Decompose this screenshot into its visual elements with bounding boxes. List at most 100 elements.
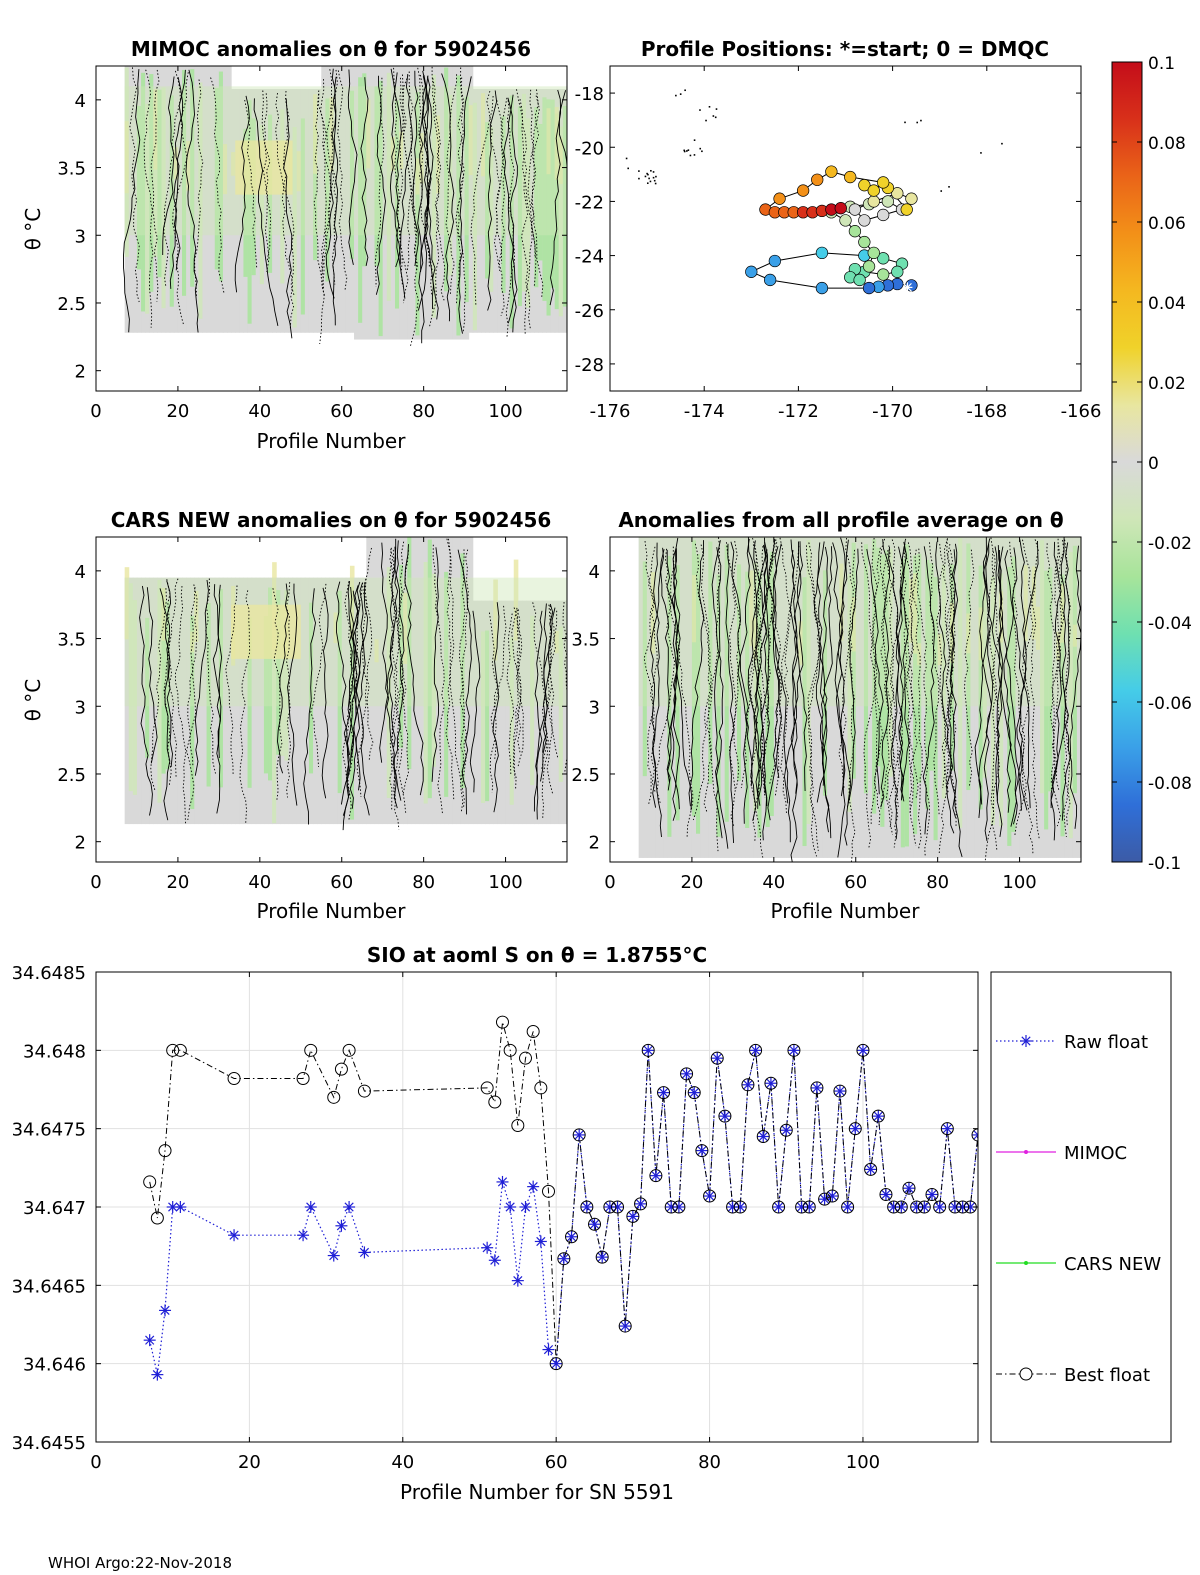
contour-line [863,537,878,849]
contour-line [938,544,956,855]
contour-line [129,67,140,303]
profile-position-point [834,202,847,215]
island-speck [627,167,629,170]
best-float-marker [749,1043,763,1057]
field-column [128,66,134,333]
average-x-tick-label: 0 [604,872,615,893]
field-column [358,577,363,825]
contour-line [356,547,372,797]
contour-line [445,74,458,294]
field-streak [435,115,441,194]
field-streak [753,618,758,660]
field-streak [558,126,564,317]
field-streak [423,561,429,804]
raw-float-marker [841,1201,854,1213]
sio-x-tick-label: 0 [90,1452,101,1473]
raw-float-marker-stroke [750,1045,761,1055]
field-column [317,89,322,333]
profile-position-point [844,170,857,184]
field-streak [206,602,212,787]
raw-float-marker [496,1175,509,1188]
best-float-marker [641,1043,655,1057]
field-streak [419,133,425,184]
raw-float-marker-stroke [559,1254,569,1264]
field-column [782,537,787,858]
best-float-marker [833,1084,847,1098]
field-column [141,577,146,825]
contour-line [672,537,681,821]
average-y-tick-label: 2.5 [571,765,600,786]
positions-scatter [625,89,1003,295]
field-streak [667,555,672,837]
field-streak [444,571,449,797]
contour-line [935,541,955,834]
raw-float-marker-stroke [536,1236,546,1247]
contour-line [186,584,198,821]
best-float-marker [703,1189,717,1203]
field-column [534,600,539,825]
contour-line [947,543,963,858]
best-float-marker [327,1090,341,1104]
contour-line [527,89,537,288]
field-streak [708,541,713,784]
contour-line [755,544,770,809]
colorbar-tick-label: -0.06 [1148,694,1192,714]
field-column [749,537,754,858]
contour-line [656,546,675,804]
raw-float-marker-stroke [935,1202,945,1212]
field-column [794,537,799,858]
contour-line [194,579,209,776]
island-speck [675,94,677,97]
field-streak [132,600,138,795]
raw-float-marker [849,1122,862,1135]
island-speck [699,147,702,150]
field-column [329,66,335,333]
contour-line [175,586,187,825]
raw-float-marker-stroke [574,1130,584,1140]
profile-position-point [891,187,904,200]
average-x-tick-label: 80 [926,872,949,893]
contour-line [347,69,358,265]
field-streak [464,96,470,303]
island-speck [920,119,922,122]
mimoc-x-ticks: 0 20 40 60 80 100 [90,66,523,422]
field-streak [153,103,158,257]
average-y-tick-label: 3 [589,697,600,718]
island-speck [948,186,950,188]
raw-float-marker [672,1201,685,1213]
best-float-marker [795,1200,809,1214]
field-streak [480,93,486,177]
best-float-marker [173,1043,187,1057]
field-column [728,537,734,858]
raw-float-marker [810,1081,823,1094]
start-marker [902,282,913,293]
island-speck [647,173,649,176]
legend-mimoc-marker [1024,1150,1028,1154]
raw-float-marker-stroke [773,1202,784,1212]
best-float-marker [166,1043,180,1057]
sio-y-tick-label: 34.646 [23,1355,86,1376]
field-column [288,577,294,825]
field-column [517,600,523,825]
raw-float-marker-stroke [589,1219,600,1229]
average-panel: 0 20 40 60 80 100 2 2.5 3 3.5 4 Anomalies from al… [571,508,1082,923]
field-column [239,577,244,825]
contour-line [381,542,402,801]
raw-float-marker-stroke [789,1045,799,1055]
profile-position-point [853,273,866,287]
profile-position-point [796,184,810,197]
contour-line [549,89,562,306]
field-column [970,537,976,858]
field-streak [925,559,930,810]
field-streak [263,616,269,774]
field-column [403,537,408,825]
raw-float-marker-stroke [336,1221,347,1231]
field-streak [190,615,195,810]
field-streak [526,118,531,308]
raw-float-marker [764,1077,777,1090]
contour-line [340,590,359,805]
contour-line [771,543,791,843]
island-speck [715,108,718,110]
best-float-marker [764,1076,778,1090]
cars-x-label: Profile Number [257,899,407,923]
